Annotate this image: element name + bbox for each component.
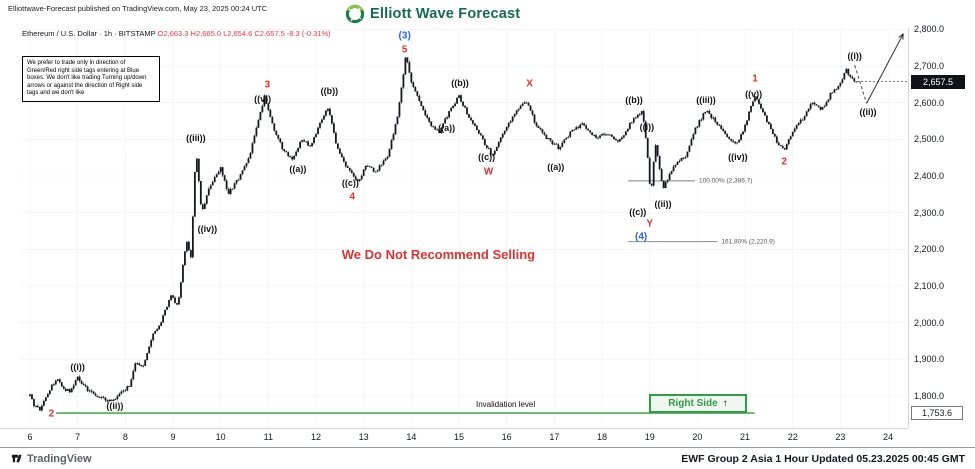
invalidation-price-badge: 1,753.6 [911,406,963,421]
wave-label-4: (4) [635,231,648,242]
right-side-text: Right Side [668,398,718,409]
footer-bar: TradingView EWF Group 2 Asia 1 Hour Upda… [0,447,975,469]
price-axis-separator [908,28,909,428]
wave-label-iii: ((iii)) [696,94,716,105]
wave-label-2: 2 [781,156,787,168]
right-side-tag: Right Side ↑ [649,394,747,413]
time-tick: 6 [27,432,33,442]
tradingview-text: TradingView [27,452,92,465]
time-tick: 22 [787,432,798,442]
invalidation-label: Invalidation level [476,400,536,409]
time-tick: 24 [883,432,894,442]
wave-label-i: ((i)) [70,362,85,373]
time-tick: 21 [740,432,751,442]
time-tick: 13 [358,432,369,442]
ewf-logo-text: Elliott Wave Forecast [370,6,521,22]
time-tick: 20 [692,432,703,442]
time-axis[interactable]: 6 7 8 9 10 11 12 13 14 15 16 17 18 19 20 21 22 23 24 [0,429,908,446]
time-tick: 10 [215,432,226,442]
wave-label-c: ((c)) [478,151,496,162]
wave-label-iv: ((iv)) [197,223,218,234]
wave-label-4: 4 [349,191,356,203]
time-tick: 23 [835,432,846,442]
time-tick: 16 [501,432,512,442]
wave-label-i: ((i)) [639,121,655,132]
wave-label-i: ((i)) [847,51,862,62]
wave-label-c: ((c)) [341,178,359,189]
wave-label-a: ((a)) [289,164,307,175]
price-tick: 2,800.0 [914,24,945,35]
symbol-info[interactable]: Ethereum / U.S. Dollar · 1h · BITSTAMP O… [22,29,331,38]
wave-label-b: ((b)) [625,94,643,105]
wave-label-v: ((v)) [745,88,763,99]
price-axis[interactable]: 2,657.5 1,753.6 2,800.0 2,700.0 2,600.0 2,5… [909,0,975,447]
price-tick: 2,600.0 [914,97,945,108]
price-tick: 1,900.0 [914,354,945,365]
wave-label-a: ((a)) [438,122,456,133]
wave-label-ii: ((ii)) [859,106,877,117]
time-axis-separator [0,428,908,429]
wave-label-b: ((b)) [451,77,469,88]
tradingview-icon [11,454,22,463]
wave-label-a: ((a)) [547,161,565,172]
disclaimer-box: We prefer to trade only in direction of … [22,56,160,102]
wave-label-ii: ((ii)) [654,198,672,209]
time-tick: 11 [263,432,274,442]
time-tick: 8 [122,432,128,442]
price-tick: 2,200.0 [914,244,945,255]
last-price-badge: 2,657.5 [911,74,965,89]
wave-label-v: ((v)) [254,94,272,104]
wave-label-3: 3 [264,79,271,91]
time-tick: 12 [311,432,322,442]
ohlc-values: O2,663.3 H2,665.0 L2,654.6 C2,657.5 -8.3… [157,29,331,38]
time-tick: 15 [454,432,465,442]
fib-level-label: 161.80% (2,220.9) [721,238,775,246]
wave-label-Y: Y [646,218,654,230]
time-tick: 19 [644,432,655,442]
ewf-logo-icon [345,4,365,24]
ewf-logo: Elliott Wave Forecast [345,4,520,24]
time-tick: 14 [406,432,417,442]
price-tick: 2,100.0 [914,281,945,291]
tradingview-logo[interactable]: TradingView [10,452,92,465]
time-tick: 17 [549,432,560,442]
no-sell-note: We Do Not Recommend Selling [341,247,536,263]
wave-label-iii: ((iii)) [186,133,206,144]
publisher-note: Elliottwave-Forecast published on Tradin… [8,4,268,13]
wave-label-b: ((b)) [320,85,339,96]
wave-label-5: 5 [401,44,408,56]
fib-level-label: 100.00% (2,386.7) [698,177,753,185]
wave-label-2: 2 [48,408,55,420]
up-arrow-icon: ↑ [722,397,728,409]
wave-label-1: 1 [752,73,758,85]
wave-label-iv: ((iv)) [728,151,748,162]
time-tick: 9 [170,432,176,442]
price-tick: 2,000.0 [914,317,945,328]
price-tick: 2,400.0 [914,171,945,181]
wave-label-X: X [526,78,533,90]
price-tick: 2,500.0 [914,134,945,145]
time-tick: 18 [597,432,608,442]
price-tick: 2,300.0 [914,207,945,218]
wave-label-3: (3) [398,30,411,42]
price-tick: 1,800.0 [914,391,945,401]
time-tick: 7 [75,432,81,442]
wave-label-ii: ((ii)) [106,401,124,412]
wave-label-c: ((c)) [629,206,647,217]
wave-label-W: W [483,166,494,178]
price-tick: 2,700.0 [914,61,945,71]
symbol-title: Ethereum / U.S. Dollar · 1h · BITSTAMP [22,29,156,38]
footer-note: EWF Group 2 Asia 1 Hour Updated 05.23.20… [681,452,965,465]
